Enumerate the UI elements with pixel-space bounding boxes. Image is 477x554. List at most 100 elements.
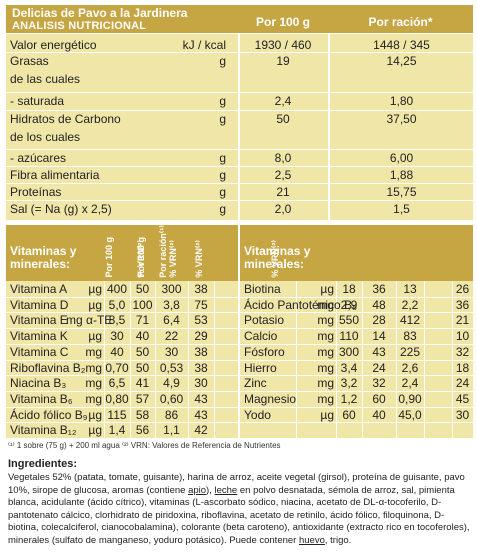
vitamin-vrn: 71 — [135, 313, 150, 327]
vitamin-vrn: 57 — [135, 392, 150, 406]
nutrition-row: Valor energético kJ / kcal 1930 / 460 1448 … — [6, 38, 473, 52]
vitamin-vrn: 50 — [135, 345, 150, 359]
vitamin-name: Vitamina K — [10, 329, 68, 343]
nutrient-value-per-ration: 1,80 — [389, 94, 414, 108]
vitamin-unit: mg α-TE — [66, 313, 113, 327]
minerals-heading: Vitaminas y minerales: — [244, 244, 311, 271]
allergen: leche — [214, 484, 238, 496]
vitamin-per-ration: 0,53 — [159, 361, 184, 375]
vitamin-vrn-ration: 43 — [194, 392, 208, 406]
vitamins-minerals-table: Vitaminas y minerales: Por 100 g % VRN⁽²⁾ P… — [6, 225, 473, 438]
column-divider — [452, 281, 453, 438]
mineral-vrn-ration: 26 — [455, 282, 470, 296]
mineral-per-ration: 412 — [399, 313, 421, 327]
vitamin-per-ration: 86 — [164, 408, 179, 422]
nutrition-row: - saturada g 2,4 1,80 — [6, 94, 473, 108]
vitamin-unit: µg — [88, 298, 102, 312]
nutrition-row: Hidratos de Carbono g 50 37,50 — [6, 112, 473, 126]
mineral-unit: µg — [320, 408, 334, 422]
vitamin-column-header: % VRN⁽²⁾ — [194, 240, 204, 278]
mineral-name: Calcio — [244, 329, 278, 343]
row-divider — [6, 328, 473, 329]
mineral-name: Ácido Pantoténico B₅ — [244, 298, 357, 312]
row-divider — [6, 391, 473, 392]
nutrient-unit: g — [219, 54, 226, 68]
vitamin-per-ration: 3,8 — [163, 298, 180, 312]
mineral-column-header: % VRN⁽²⁾ — [270, 240, 280, 278]
mineral-vrn: 43 — [372, 345, 386, 359]
nutrient-value-per-ration: 1,5 — [393, 202, 410, 216]
nutrient-unit: g — [219, 202, 226, 216]
mineral-vrn: 60 — [372, 392, 386, 406]
nutrient-value-per-100g: 21 — [276, 185, 290, 199]
allergen: apio — [188, 484, 207, 496]
nutrient-value-per-100g: 19 — [276, 54, 290, 68]
column-divider — [424, 281, 425, 438]
vitamin-name: Vitamina B₁₂ — [10, 423, 77, 437]
mineral-vrn-ration: 24 — [455, 376, 470, 390]
nutrient-label: Grasas — [10, 54, 49, 68]
row-divider — [6, 344, 473, 345]
vitamin-column-header: Por ración⁽¹⁾ — [158, 225, 168, 278]
nutrient-value-per-100g: 2,5 — [274, 168, 292, 182]
vitamin-unit: µg — [88, 423, 102, 437]
nutrient-value-per-ration: 14,25 — [386, 54, 417, 68]
nutrient-label: - azúcares — [10, 151, 67, 165]
ingredients-text: Vegetales 52% (patata, tomate, guisante)… — [8, 472, 470, 547]
vitamin-unit: µg — [88, 329, 102, 343]
mineral-per-ration: 2,2 — [401, 298, 419, 312]
vitamin-vrn-ration: 53 — [194, 313, 208, 327]
column-divider — [188, 281, 189, 438]
nutrient-value-per-100g: 50 — [276, 112, 290, 126]
nutrition-table-body: Valor energético kJ / kcal 1930 / 460 1448 … — [6, 34, 473, 220]
vitamin-vrn: 50 — [135, 282, 150, 296]
nutrient-unit: g — [219, 185, 226, 199]
ingredients-segment: Vegetales 52% (patata, tomate, guisante)… — [8, 472, 465, 496]
vitamin-per-100g: 1,4 — [108, 423, 126, 437]
vitamin-per-100g: 400 — [106, 282, 128, 296]
vitamin-name: Ácido fólico B₉ — [10, 408, 88, 422]
vitamin-per-100g: 6,5 — [108, 376, 126, 390]
vitamin-per-100g: 8,5 — [108, 313, 126, 327]
vitamin-per-ration: 30 — [164, 345, 179, 359]
mineral-per-ration: 0,90 — [398, 392, 422, 406]
vitamin-per-100g: 115 — [107, 408, 127, 422]
mineral-name: Potasio — [244, 313, 285, 327]
column-divider — [396, 281, 397, 438]
mineral-unit: mg — [317, 298, 334, 312]
mineral-vrn-ration: 18 — [455, 361, 470, 375]
ingredients-segment: , trigo. — [324, 534, 352, 546]
vitamin-per-100g: 5,0 — [108, 298, 126, 312]
mineral-per-ration: 13 — [403, 282, 417, 296]
vitamin-name: Vitamina D — [10, 298, 69, 312]
vitamin-unit: mg — [85, 345, 102, 359]
vitamin-vrn-ration: 38 — [194, 345, 208, 359]
center-divider — [238, 225, 240, 438]
vitamin-vrn: 56 — [135, 423, 150, 437]
column-divider — [336, 281, 337, 438]
vitamin-per-ration: 300 — [161, 282, 182, 296]
mineral-per-100g: 110 — [339, 329, 359, 343]
nutrient-label: Valor energético — [10, 38, 97, 52]
vitamins-heading: Vitaminas y minerales: — [10, 244, 77, 271]
vitamin-per-100g: 40 — [110, 345, 124, 359]
nutrient-value-per-100g: 1930 / 460 — [254, 38, 312, 52]
nutrient-unit: g — [219, 168, 226, 182]
mineral-vrn-ration: 36 — [455, 298, 470, 312]
mineral-column-header: Por 100 g — [136, 237, 146, 278]
mineral-vrn: 40 — [372, 408, 386, 422]
allergen: huevo — [298, 534, 325, 546]
vitamin-vrn: 50 — [135, 361, 150, 375]
vitamin-vrn-ration: 38 — [194, 361, 208, 375]
mineral-vrn-ration: 32 — [455, 345, 470, 359]
mineral-name: Zinc — [244, 376, 267, 390]
mineral-unit: mg — [317, 345, 334, 359]
vitamin-name: Vitamina A — [10, 282, 68, 296]
vitamin-vrn-ration: 42 — [194, 423, 208, 437]
vitamin-per-ration: 1,1 — [163, 423, 180, 437]
vitamin-per-ration: 6,4 — [163, 313, 180, 327]
nutrition-row: Sal (= Na (g) x 2,5) g 2,0 1,5 — [6, 202, 473, 216]
nutrient-label: Hidratos de Carbono — [10, 112, 121, 126]
mineral-per-100g: 2,9 — [340, 298, 358, 312]
vitamin-vrn-ration: 38 — [194, 282, 208, 296]
